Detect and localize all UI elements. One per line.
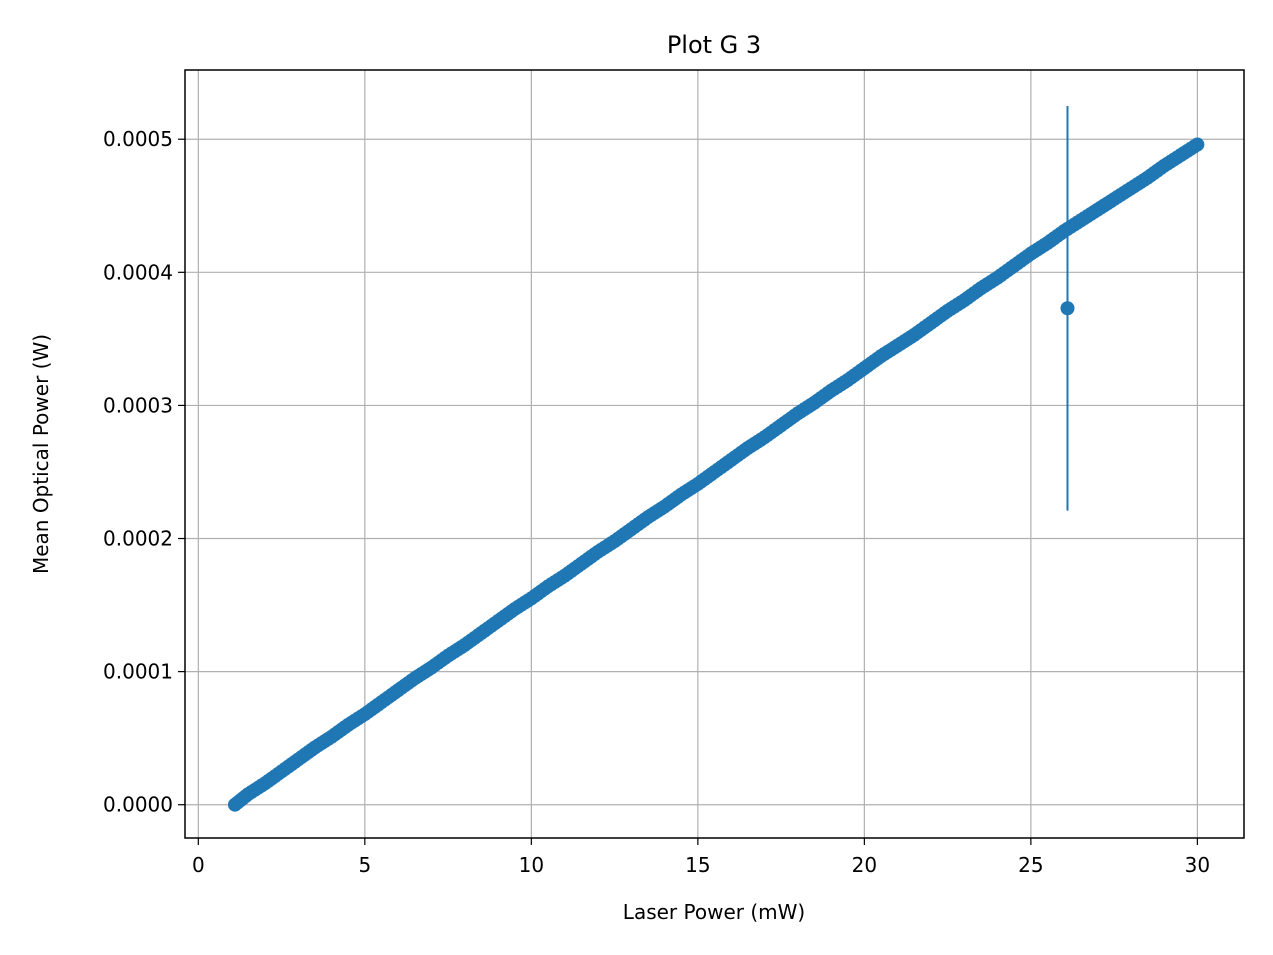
x-tick-label: 0 [192,853,205,877]
x-tick-label: 30 [1185,853,1210,877]
y-axis: 0.0000 0.0001 0.0002 0.0003 0.0004 0.0005 [103,127,185,817]
x-tick-label: 5 [358,853,371,877]
chart-title: Plot G 3 [667,31,761,59]
x-axis-label: Laser Power (mW) [623,900,805,924]
x-tick-label: 15 [685,853,710,877]
y-tick-label: 0.0005 [103,127,173,151]
y-tick-label: 0.0002 [103,527,173,551]
outlier-point [1060,301,1075,316]
x-tick-label: 20 [852,853,877,877]
y-tick-label: 0.0000 [103,793,173,817]
y-tick-label: 0.0004 [103,260,173,284]
y-axis-label: Mean Optical Power (W) [29,334,53,574]
plot-frame [184,69,1245,839]
y-tick-label: 0.0001 [103,660,173,684]
data-marks [227,105,1205,812]
y-tick-label: 0.0003 [103,393,173,417]
x-tick-label: 10 [519,853,544,877]
x-axis: 0 5 10 15 20 25 30 [192,838,1210,877]
data-point [1190,137,1205,152]
x-tick-label: 25 [1018,853,1043,877]
